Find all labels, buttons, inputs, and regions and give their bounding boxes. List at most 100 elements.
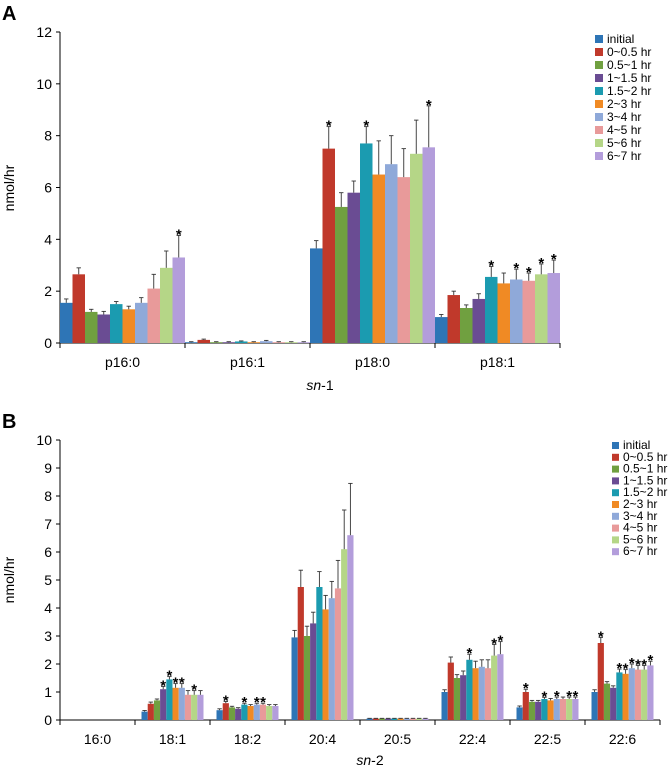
bar [141,711,148,720]
x-tick-label: p16:0 [105,354,140,370]
bar [197,694,204,720]
bar [184,694,192,720]
bar [178,687,185,720]
bar [85,311,98,343]
legend-label: 4~5 hr [607,123,641,137]
bar [160,689,167,720]
bar [210,342,223,343]
bar [366,718,373,720]
legend-label: 5~6 hr [607,136,641,150]
x-tick-label: 18:1 [159,731,186,747]
bar [172,257,185,343]
legend-label: 1.5~2 hr [623,485,667,499]
x-axis-title-italic: sn [306,377,321,393]
bar [303,636,311,720]
legend-swatch [595,100,603,108]
bar [272,706,279,720]
bar [416,718,423,720]
legend-label: 5~6 hr [623,532,657,546]
bar [641,669,648,720]
significance-star: * [363,118,369,135]
bar [535,701,542,720]
bar [166,679,173,720]
bar [460,308,473,343]
significance-star: * [426,97,432,114]
bar [460,675,467,720]
y-tick-label: 6 [44,544,52,560]
legend-swatch [612,536,619,544]
significance-star: * [526,264,532,281]
significance-star: * [598,628,604,645]
x-tick-label: 20:4 [309,731,336,747]
legend-label: 6~7 hr [607,149,641,163]
bar [397,177,410,343]
bar [610,687,617,720]
bar [391,718,398,720]
legend-label: 0~0.5 hr [607,45,651,59]
y-tick-label: 10 [36,432,52,448]
significance-star: * [647,652,653,669]
bar [634,669,642,720]
bar [647,665,654,720]
bar [235,708,242,720]
x-tick-label: 22:4 [459,731,486,747]
bar [403,718,410,720]
chart-panel-b: B 0 1 2 3 4 5 6 7 8 9 10 16:0 18:1 18:2 20:4 20:5 22:4 22:… [1,411,667,768]
significance-star: * [523,680,529,697]
legend-label: 2~3 hr [623,497,657,511]
bar [153,700,161,720]
bar [466,659,473,720]
bar [185,342,198,343]
y-tick-label: 4 [44,231,52,247]
y-tick-label: 12 [36,24,52,40]
legend-swatch [612,512,619,520]
bar [191,694,198,720]
bar [616,672,623,720]
bar [510,279,523,343]
bar [497,654,504,720]
bar [409,718,417,720]
panel-label: B [2,411,16,433]
legend-swatch [595,87,603,95]
y-axis-title: nmol/hr [1,164,17,211]
significance-star: * [629,655,635,672]
legend-label: 3~4 hr [607,110,641,124]
bar [447,662,454,720]
bar [385,164,398,343]
bar [253,704,260,720]
bar [328,598,335,720]
legend-label: 2~3 hr [607,97,641,111]
bar [497,283,510,343]
bar [147,288,160,343]
chart-panel-a: A 0 2 4 6 8 10 12 p16:0 p16:1 p18:0 p18:1 * * * * * * * * * n… [1,3,651,393]
bar [603,683,611,720]
y-tick-label: 8 [44,488,52,504]
x-tick-label: 22:5 [534,731,561,747]
bar [441,692,448,720]
bar [122,309,135,343]
x-tick-label: 22:6 [609,731,636,747]
bar [60,302,73,343]
legend-swatch [595,61,603,69]
x-axis-title-suffix: -1 [321,377,334,393]
bar [528,701,536,720]
bar [316,587,323,720]
bar [447,295,460,343]
significance-star: * [260,694,266,711]
significance-star: * [223,693,229,710]
y-tick-label: 9 [44,460,52,476]
legend-label: initial [607,32,634,46]
bar [453,678,461,720]
bar [547,273,560,343]
bar [285,342,298,343]
bar [522,692,529,720]
y-tick-label: 0 [44,712,52,728]
y-tick-label: 3 [44,628,52,644]
y-tick-label: 8 [44,128,52,144]
x-tick-label: p16:1 [230,354,265,370]
x-tick-label: 20:5 [384,731,411,747]
legend-swatch [595,74,603,82]
y-tick-label: 2 [44,283,52,299]
y-tick-label: 0 [44,335,52,351]
